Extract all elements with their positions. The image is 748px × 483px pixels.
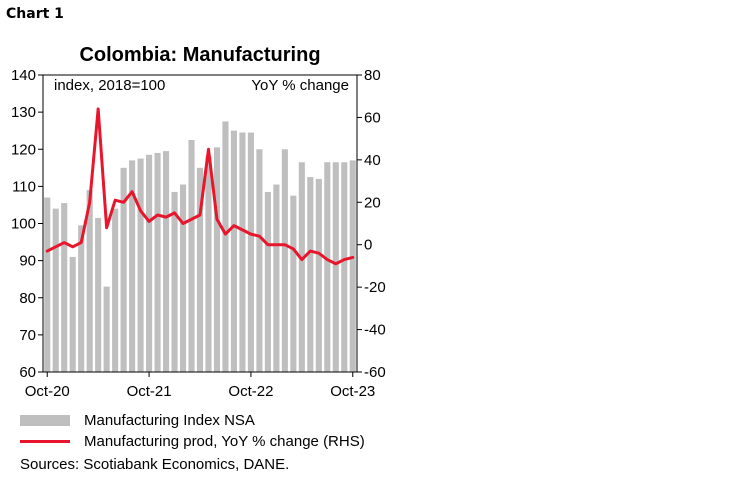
bar-Oct-23 bbox=[349, 160, 356, 372]
bar-Jun-21 bbox=[112, 208, 119, 372]
x-tick-label: Oct-21 bbox=[127, 383, 172, 400]
chart-label: Chart 1 bbox=[6, 6, 64, 22]
bar-series bbox=[44, 121, 356, 372]
right-tick-label: 80 bbox=[364, 67, 381, 84]
bar-Oct-20 bbox=[44, 197, 51, 372]
bar-Sep-21 bbox=[137, 158, 144, 372]
right-tick-label: 20 bbox=[364, 194, 381, 211]
bar-Nov-20 bbox=[52, 208, 59, 372]
legend-label-bars: Manufacturing Index NSA bbox=[84, 412, 255, 429]
bar-Aug-23 bbox=[332, 162, 339, 372]
x-tick-label: Oct-20 bbox=[25, 383, 70, 400]
left-tick-label: 80 bbox=[19, 290, 36, 307]
bar-Feb-21 bbox=[78, 225, 85, 372]
bar-Mar-21 bbox=[86, 190, 93, 372]
left-tick-label: 90 bbox=[19, 253, 36, 270]
yoy-line bbox=[45, 107, 355, 266]
right-tick-label: -20 bbox=[364, 279, 386, 296]
right-axis-label: YoY % change bbox=[251, 77, 349, 94]
source-note: Sources: Scotiabank Economics, DANE. bbox=[20, 456, 290, 473]
legend: Manufacturing Index NSA Manufacturing pr… bbox=[20, 410, 365, 452]
bar-Dec-21 bbox=[163, 151, 170, 372]
right-tick-label: 0 bbox=[364, 237, 372, 254]
left-axis-label: index, 2018=100 bbox=[54, 77, 165, 94]
bar-Apr-21 bbox=[95, 217, 102, 372]
bar-May-22 bbox=[205, 156, 212, 372]
left-tick-label: 140 bbox=[11, 67, 36, 84]
legend-label-line: Manufacturing prod, YoY % change (RHS) bbox=[84, 433, 365, 450]
left-tick-label: 60 bbox=[19, 364, 36, 381]
axis-ticks: 60 70 80 90 100 110 120 130 140 -60 -40 -20 0 20 40 60 8… bbox=[11, 67, 386, 400]
bar-Nov-22 bbox=[256, 149, 263, 372]
bar-Jun-22 bbox=[213, 147, 221, 372]
legend-swatch-bars bbox=[20, 415, 70, 426]
bar-Nov-21 bbox=[154, 152, 161, 372]
bar-Jan-22 bbox=[171, 191, 178, 372]
bar-Apr-22 bbox=[196, 167, 204, 372]
chart-title: Colombia: Manufacturing bbox=[79, 44, 320, 66]
left-tick-label: 100 bbox=[11, 216, 36, 233]
bar-Oct-21 bbox=[146, 154, 153, 372]
right-tick-label: -60 bbox=[364, 364, 386, 381]
left-tick-label: 70 bbox=[19, 327, 36, 344]
legend-swatch-line bbox=[20, 440, 70, 443]
bar-Dec-20 bbox=[61, 203, 68, 372]
bar-Jun-23 bbox=[315, 178, 322, 372]
bar-Feb-22 bbox=[179, 184, 187, 372]
bar-Aug-22 bbox=[230, 130, 237, 372]
right-tick-label: -40 bbox=[364, 322, 386, 339]
bar-Mar-23 bbox=[290, 195, 297, 372]
bar-Jul-21 bbox=[120, 167, 127, 372]
bar-May-23 bbox=[307, 177, 314, 372]
bar-Oct-22 bbox=[247, 132, 254, 372]
right-tick-label: 60 bbox=[364, 109, 381, 126]
x-tick-label: Oct-22 bbox=[228, 383, 273, 400]
bar-May-21 bbox=[103, 286, 110, 372]
bar-Jul-22 bbox=[222, 121, 229, 372]
legend-item-line: Manufacturing prod, YoY % change (RHS) bbox=[20, 431, 365, 452]
right-tick-label: 40 bbox=[364, 152, 381, 169]
bar-Sep-22 bbox=[239, 132, 246, 372]
bar-Feb-23 bbox=[281, 149, 288, 372]
bar-Mar-22 bbox=[188, 139, 195, 372]
x-tick-label: Oct-23 bbox=[330, 383, 375, 400]
legend-item-bars: Manufacturing Index NSA bbox=[20, 410, 365, 431]
bar-Aug-21 bbox=[129, 160, 136, 372]
left-tick-label: 110 bbox=[12, 178, 36, 195]
bar-Sep-23 bbox=[341, 162, 348, 372]
bar-Dec-22 bbox=[264, 191, 271, 372]
bar-Jan-21 bbox=[69, 256, 76, 372]
bar-Jul-23 bbox=[324, 162, 331, 372]
left-tick-label: 130 bbox=[11, 104, 36, 121]
bar-Jan-23 bbox=[273, 184, 280, 372]
left-tick-label: 120 bbox=[11, 141, 36, 158]
bar-Apr-23 bbox=[298, 162, 305, 372]
